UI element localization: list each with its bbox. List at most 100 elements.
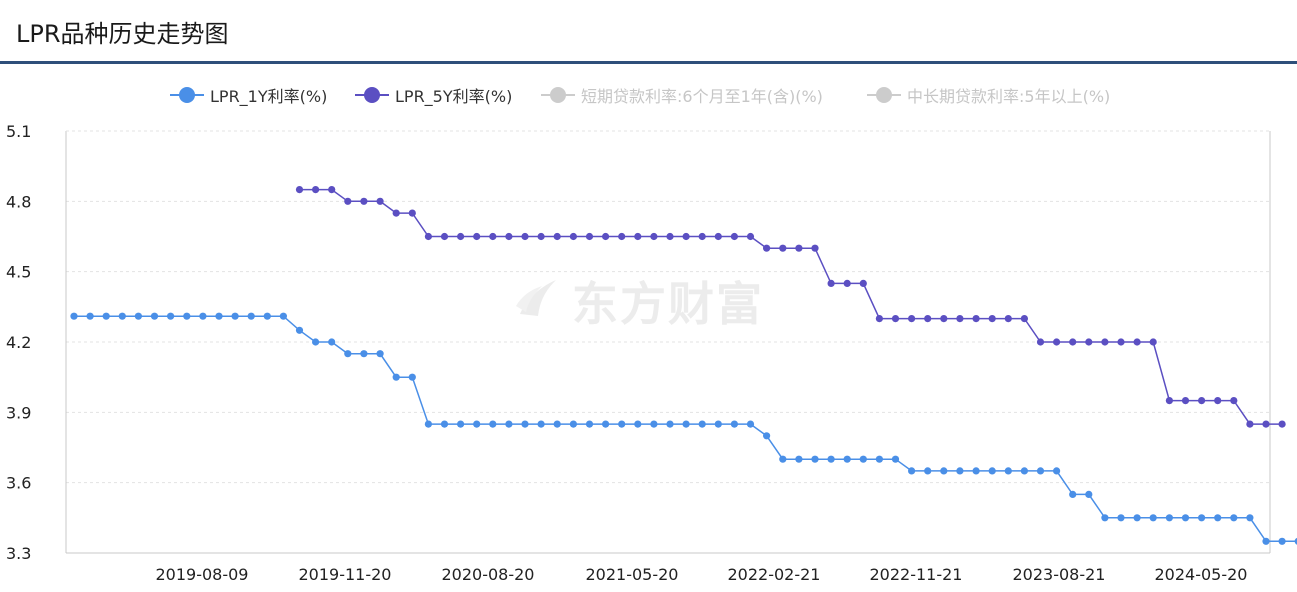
y-tick-label: 4.2 (6, 333, 31, 352)
data-point (473, 420, 481, 428)
data-point (553, 420, 561, 428)
data-point (763, 244, 771, 252)
y-tick-label: 3.6 (6, 474, 31, 493)
data-point (215, 312, 223, 320)
data-point (1198, 514, 1206, 522)
data-point (940, 315, 948, 323)
y-tick-label: 5.1 (6, 122, 31, 141)
legend-item-lpr-5y[interactable]: LPR_5Y利率(%) (355, 80, 512, 110)
data-point (956, 467, 964, 475)
data-point (1117, 338, 1125, 346)
chart-legend: LPR_1Y利率(%) LPR_5Y利率(%) 短期贷款利率:6个月至1年(含)… (0, 80, 1297, 110)
data-point (1181, 514, 1190, 522)
data-point (746, 420, 755, 428)
data-point (1214, 397, 1222, 405)
data-point (1246, 420, 1254, 428)
data-point (1278, 420, 1286, 428)
data-point (1230, 514, 1238, 522)
x-tick-label: 2021-05-20 (586, 565, 679, 584)
data-point (295, 186, 304, 194)
data-point (489, 232, 497, 241)
data-point (102, 312, 110, 320)
data-point (199, 312, 207, 320)
legend-marker-icon (541, 85, 575, 105)
x-tick-label: 2022-02-21 (728, 565, 821, 584)
data-point (843, 279, 851, 287)
data-point (344, 350, 352, 358)
data-point (263, 312, 271, 320)
data-point (1101, 514, 1109, 522)
data-point (666, 232, 674, 241)
legend-marker-icon (867, 85, 901, 105)
watermark-text: 东方财富 (572, 277, 764, 331)
data-point (634, 232, 642, 241)
data-point (279, 312, 287, 320)
data-point (1262, 537, 1270, 545)
data-point (440, 420, 449, 428)
data-point (1294, 537, 1297, 545)
data-point (376, 350, 384, 358)
data-point (988, 315, 996, 323)
data-point (70, 312, 78, 320)
data-point (1085, 490, 1093, 498)
data-point (1133, 338, 1141, 346)
data-point (1101, 338, 1109, 346)
data-point (730, 420, 739, 428)
data-point (537, 232, 545, 241)
y-tick-label: 4.8 (6, 192, 31, 211)
data-point (1198, 397, 1206, 405)
y-tick-label: 4.5 (6, 263, 31, 282)
legend-item-lpr-1y[interactable]: LPR_1Y利率(%) (170, 80, 327, 110)
data-point (183, 312, 191, 320)
data-point (376, 197, 384, 205)
page-header: LPR品种历史走势图 (0, 0, 1297, 64)
data-point (972, 467, 980, 475)
data-point (1117, 514, 1125, 522)
data-point (312, 186, 320, 194)
data-point (150, 312, 159, 320)
legend-marker-icon (355, 85, 389, 105)
data-point (424, 232, 432, 241)
data-point (408, 373, 416, 381)
x-tick-label: 2020-08-20 (442, 565, 535, 584)
data-point (1181, 397, 1190, 405)
data-point (1149, 338, 1157, 346)
x-tick-label: 2019-11-20 (299, 565, 392, 584)
data-point (1036, 338, 1045, 346)
data-point (489, 420, 497, 428)
data-point (875, 315, 884, 323)
data-point (118, 312, 126, 320)
eastmoney-logo-icon (516, 280, 556, 316)
data-point (134, 312, 142, 320)
data-point (811, 244, 819, 252)
data-point (1214, 514, 1222, 522)
data-point (698, 232, 706, 241)
data-point (924, 315, 932, 323)
data-point (956, 315, 964, 323)
data-point (585, 420, 594, 428)
data-point (730, 232, 739, 241)
data-point (521, 420, 529, 428)
data-point (457, 420, 465, 428)
data-point (618, 420, 626, 428)
data-point (827, 455, 835, 463)
legend-label: 短期贷款利率:6个月至1年(含)(%) (581, 87, 823, 106)
data-point (457, 232, 465, 241)
data-point (650, 232, 658, 241)
data-point (843, 455, 851, 463)
data-point (1069, 338, 1077, 346)
data-point (1149, 514, 1157, 522)
legend-item-short-term-loan[interactable]: 短期贷款利率:6个月至1年(含)(%) (541, 80, 823, 110)
legend-item-long-term-loan[interactable]: 中长期贷款利率:5年以上(%) (867, 80, 1110, 110)
page-title: LPR品种历史走势图 (16, 20, 229, 48)
data-point (1004, 467, 1012, 475)
data-point (569, 232, 578, 241)
data-point (859, 279, 867, 287)
data-point (891, 455, 900, 463)
data-point (859, 455, 867, 463)
data-point (1246, 514, 1254, 522)
data-point (569, 420, 578, 428)
data-point (634, 420, 642, 428)
data-point (682, 232, 690, 241)
data-point (440, 232, 449, 241)
